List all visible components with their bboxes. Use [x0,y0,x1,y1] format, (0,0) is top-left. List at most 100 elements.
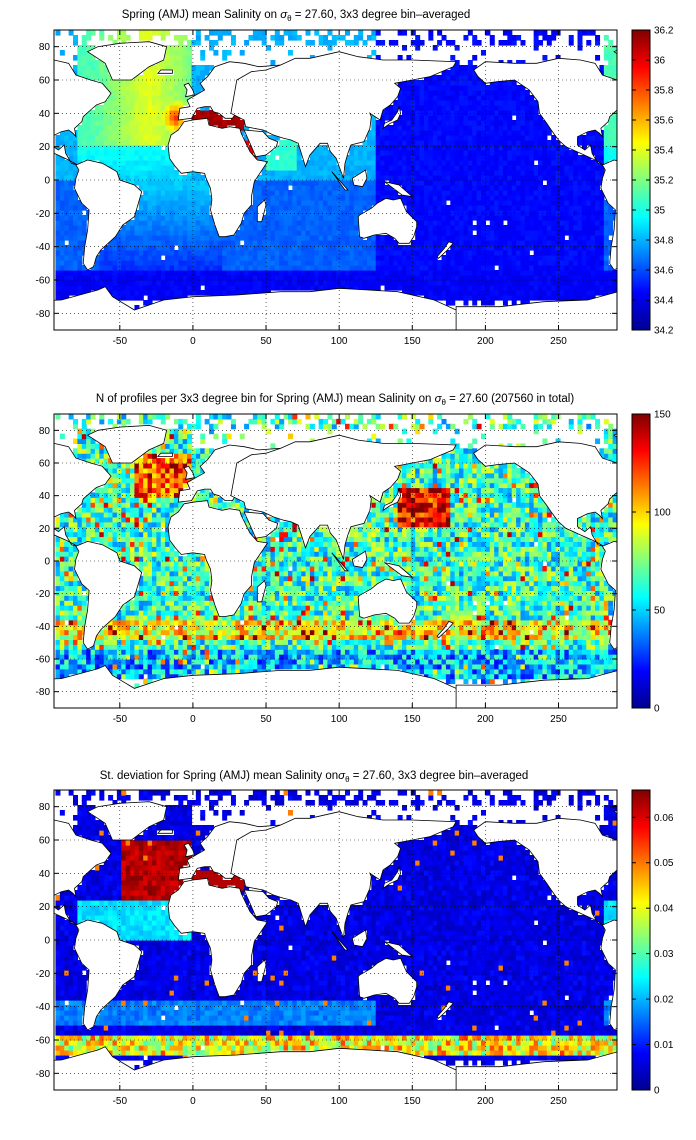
heatmap-cell [274,180,280,186]
heatmap-cell [81,205,87,211]
heatmap-cell [178,95,184,101]
heatmap-cell [301,275,307,281]
heatmap-cell [564,170,570,176]
heatmap-cell [476,205,482,211]
heatmap-cell [467,70,473,76]
heatmap-cell [388,275,394,281]
heatmap-cell [103,125,109,131]
heatmap-cell [73,448,78,454]
heatmap-cell [138,230,144,236]
heatmap-cell [160,80,166,86]
heatmap-cell [581,240,587,246]
heatmap-cell [327,30,333,36]
heatmap-cell [55,561,61,567]
heatmap-cell [393,170,399,176]
heatmap-cell [494,235,500,241]
heatmap-cell [586,215,592,221]
heatmap-cell [309,275,315,281]
heatmap-cell [476,260,482,266]
heatmap-cell [217,260,223,266]
heatmap-cell [573,210,579,216]
heatmap-cell [287,265,293,271]
heatmap-cell [169,265,175,271]
heatmap-cell [134,215,140,221]
heatmap-cell [538,200,544,206]
heatmap-cell [331,215,337,221]
heatmap-cell [533,215,539,221]
heatmap-cell [577,255,583,261]
heatmap-cell [476,250,482,256]
heatmap-cell [213,115,219,121]
heatmap-cell [99,487,105,493]
heatmap-cell [371,50,377,56]
heatmap-cell [410,165,416,171]
heatmap-cell [520,230,526,236]
heatmap-cell [73,453,78,459]
heatmap-cell [151,245,157,251]
heatmap-cell [292,220,298,226]
heatmap-cell [542,160,548,166]
heatmap-cell [577,45,583,51]
heatmap-cell [143,270,149,276]
heatmap-cell [445,80,451,86]
heatmap-cell [362,245,368,251]
heatmap-cell [301,280,307,286]
heatmap-cell [323,40,329,46]
heatmap-cell [612,115,617,121]
heatmap-cell [112,240,118,246]
heatmap-cell [463,260,469,266]
heatmap-cell [314,185,320,191]
heatmap-cell [432,160,438,166]
heatmap-cell [546,155,552,161]
heatmap-cell [257,240,263,246]
heatmap-cell [151,95,157,101]
heatmap-cell [511,110,517,116]
heatmap-cell [108,105,114,111]
heatmap-cell [524,115,530,121]
heatmap-cell [568,295,574,301]
heatmap-cell [55,590,61,596]
heatmap-cell [472,145,478,151]
heatmap-cell [467,115,473,121]
heatmap-cell [73,610,78,616]
heatmap-cell [327,280,333,286]
heatmap-cell [248,145,254,151]
heatmap-cell [73,654,78,660]
heatmap-cell [252,270,258,276]
heatmap-cell [99,265,105,271]
heatmap-cell [314,165,320,171]
heatmap-cell [108,35,114,41]
heatmap-cell [90,125,96,131]
heatmap-cell [590,185,596,191]
heatmap-cell [586,155,592,161]
heatmap-cell [502,245,508,251]
heatmap-cell [489,125,495,131]
heatmap-cell [568,150,574,156]
heatmap-cell [103,130,109,136]
heatmap-cell [481,110,486,116]
heatmap-cell [599,170,605,176]
heatmap-cell [283,225,289,231]
heatmap-cell [55,673,61,680]
heatmap-cell [415,100,421,106]
x-tick-label: -50 [113,336,128,347]
heatmap-cell [388,170,394,176]
heatmap-cell [86,507,92,513]
heatmap-cell [371,140,377,146]
heatmap-cell [459,115,465,121]
heatmap-cell [64,673,70,680]
heatmap-cell [410,95,416,101]
heatmap-cell [397,125,403,131]
heatmap-cell [160,155,166,161]
heatmap-cell [406,265,412,271]
heatmap-cell [86,649,92,655]
heatmap-cell [252,255,258,261]
heatmap-cell [99,250,105,256]
heatmap-cell [178,285,184,291]
heatmap-cell [559,295,565,301]
heatmap-cell [441,35,447,41]
heatmap-cell [551,245,557,251]
heatmap-cell [441,90,447,96]
heatmap-cell [314,210,320,216]
heatmap-cell [419,140,425,146]
